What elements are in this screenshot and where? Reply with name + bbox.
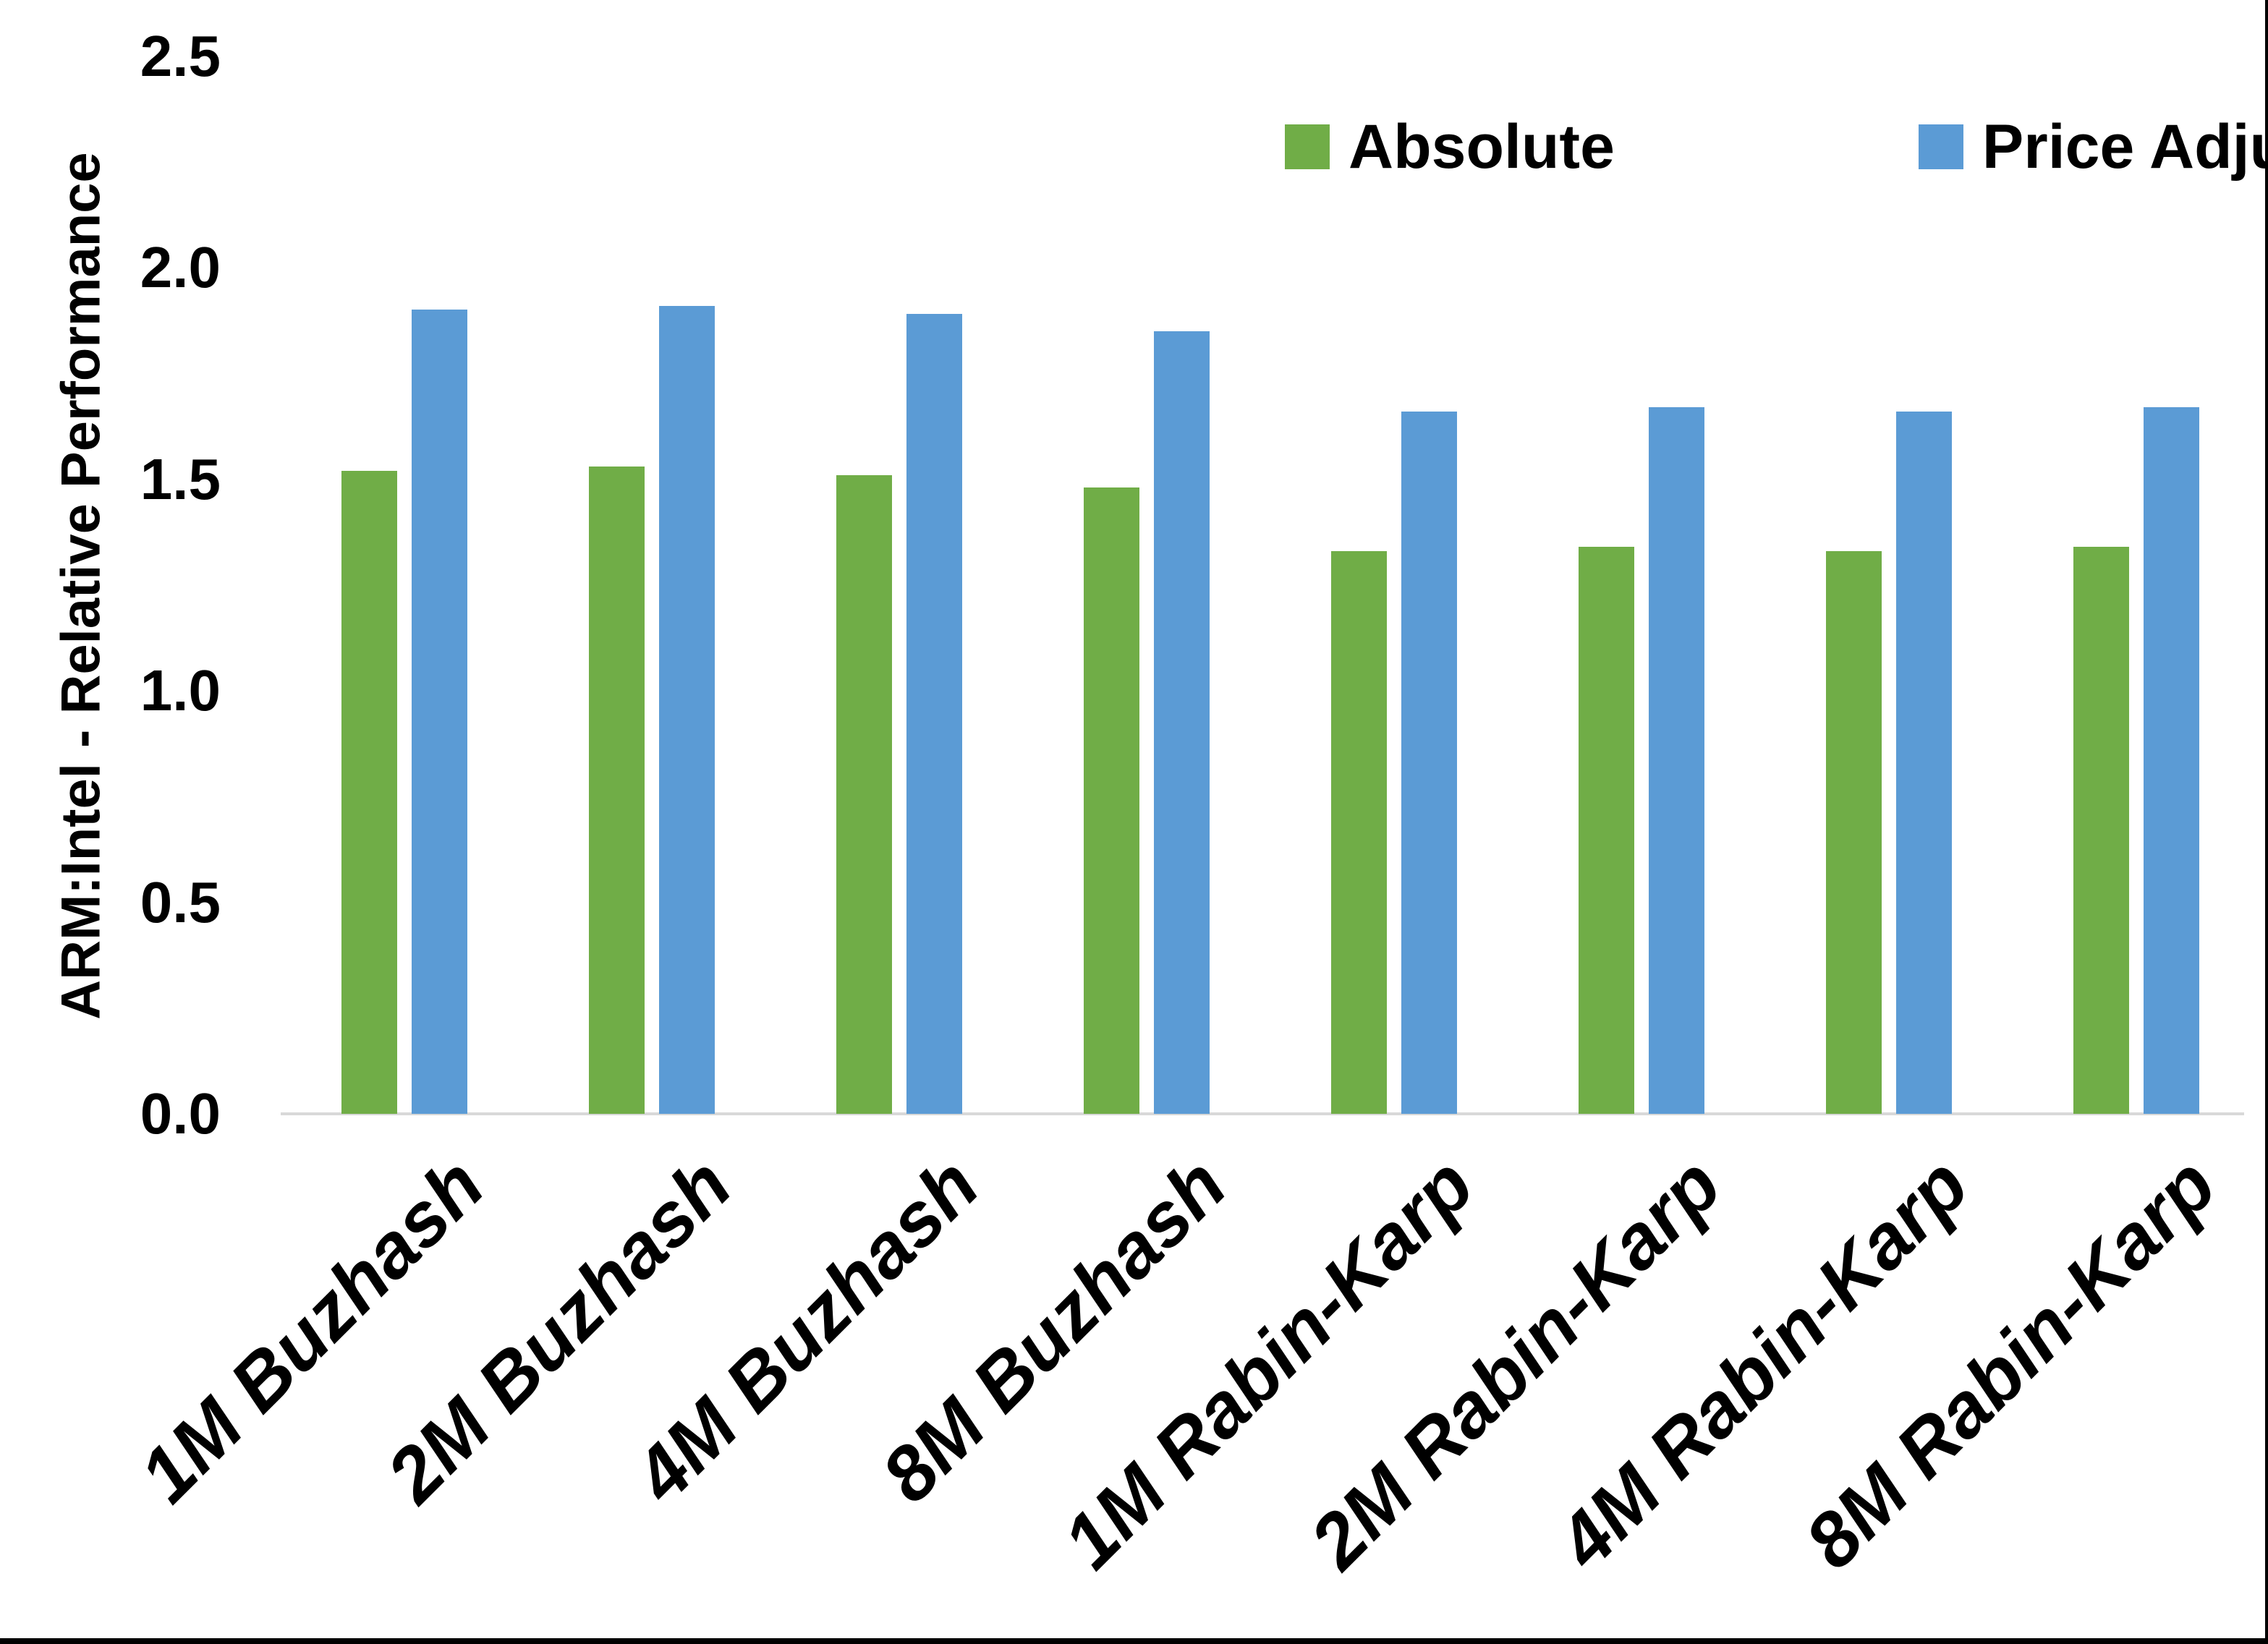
bar-absolute-4m-buzhash	[836, 475, 892, 1114]
x-label-1m-rabin-karp: 1M Rabin-Karp	[1046, 1141, 1490, 1585]
bar-absolute-8m-rabin-karp	[2073, 547, 2129, 1114]
y-tick-label-2.0: 2.0	[140, 235, 221, 299]
x-label-2m-rabin-karp: 2M Rabin-Karp	[1294, 1141, 1738, 1585]
bar-absolute-8m-buzhash	[1084, 487, 1139, 1114]
screenshot-bottom-border	[0, 1638, 2268, 1644]
bar-price-adjusted-2m-rabin-karp	[1649, 407, 1704, 1114]
legend-item-absolute: Absolute	[1285, 116, 1615, 178]
chart-legend: Absolute Price Adjusted	[1285, 116, 2268, 178]
bar-price-adjusted-8m-rabin-karp	[2144, 407, 2199, 1114]
legend-label-absolute: Absolute	[1349, 112, 1615, 182]
absolute-series-swatch-icon	[1285, 124, 1330, 169]
bar-absolute-2m-rabin-karp	[1579, 547, 1634, 1114]
y-tick-label-1.5: 1.5	[140, 446, 221, 511]
bar-price-adjusted-2m-buzhash	[659, 306, 715, 1114]
legend-item-price-adjusted: Price Adjusted	[1918, 112, 2268, 182]
y-tick-label-2.5: 2.5	[140, 23, 221, 88]
x-label-8m-rabin-karp: 8M Rabin-Karp	[1788, 1141, 2233, 1585]
legend-label-price-adjusted: Price Adjusted	[1982, 112, 2268, 182]
y-tick-label-0.0: 0.0	[140, 1081, 221, 1146]
y-tick-label-0.5: 0.5	[140, 869, 221, 934]
bar-price-adjusted-8m-buzhash	[1154, 331, 1210, 1114]
bar-price-adjusted-1m-buzhash	[412, 310, 467, 1114]
bar-absolute-2m-buzhash	[589, 467, 645, 1114]
price-adjusted-series-swatch-icon	[1918, 124, 1963, 169]
y-tick-label-1.0: 1.0	[140, 658, 221, 723]
bar-absolute-1m-buzhash	[341, 471, 397, 1114]
bar-absolute-4m-rabin-karp	[1826, 551, 1882, 1114]
bar-absolute-1m-rabin-karp	[1331, 551, 1387, 1114]
bar-price-adjusted-4m-rabin-karp	[1896, 412, 1952, 1114]
bar-price-adjusted-1m-rabin-karp	[1401, 412, 1457, 1114]
screenshot-right-border	[2265, 0, 2268, 1644]
bar-price-adjusted-4m-buzhash	[906, 314, 962, 1114]
x-axis-line	[281, 1112, 2244, 1115]
bars-layer	[341, 306, 2199, 1114]
x-label-4m-rabin-karp: 4M Rabin-Karp	[1541, 1141, 1985, 1585]
